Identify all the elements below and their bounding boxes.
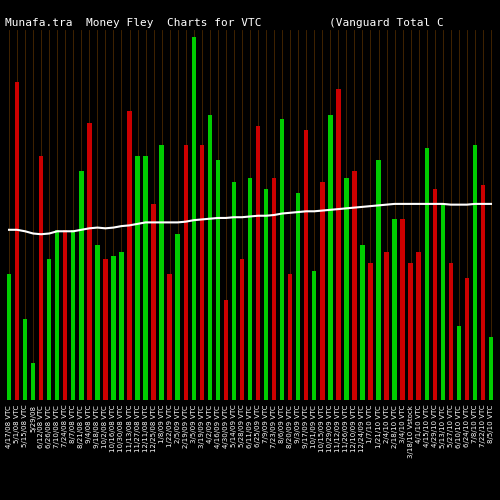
Text: Munafa.tra  Money Flеy  Charts for VTC          (Vanguard Total C: Munafa.tra Money Flеy Charts for VTC (Va… [5,18,444,28]
Bar [408,263,413,400]
Bar [416,252,421,400]
Bar [224,300,228,400]
Bar [304,130,308,400]
Bar [328,115,332,400]
Bar [288,274,292,400]
Bar [464,278,469,400]
Bar [128,112,132,400]
Bar [489,337,493,400]
Bar [344,178,348,400]
Bar [376,160,380,400]
Bar [200,144,204,400]
Bar [79,170,84,400]
Bar [392,218,397,400]
Bar [312,270,316,400]
Bar [71,230,76,400]
Bar [400,218,405,400]
Bar [432,189,437,400]
Bar [208,115,212,400]
Bar [7,274,11,400]
Bar [264,189,268,400]
Bar [456,326,461,400]
Bar [248,178,252,400]
Bar [368,263,372,400]
Bar [23,318,28,400]
Bar [232,182,236,400]
Bar [95,244,100,400]
Bar [296,193,300,400]
Bar [360,244,364,400]
Bar [336,89,340,400]
Bar [448,263,453,400]
Bar [168,274,172,400]
Bar [160,144,164,400]
Bar [280,119,284,400]
Bar [192,38,196,400]
Bar [352,170,356,400]
Bar [63,230,68,400]
Bar [31,363,36,400]
Bar [176,234,180,400]
Bar [320,182,324,400]
Bar [384,252,389,400]
Bar [216,160,220,400]
Bar [87,122,92,400]
Bar [144,156,148,400]
Bar [480,186,485,400]
Bar [256,126,260,400]
Bar [15,82,20,400]
Bar [440,204,445,400]
Bar [152,204,156,400]
Bar [184,144,188,400]
Bar [47,260,52,400]
Bar [39,156,44,400]
Bar [136,156,140,400]
Bar [120,252,124,400]
Bar [240,260,244,400]
Bar [472,144,477,400]
Bar [424,148,429,400]
Bar [111,256,116,400]
Bar [272,178,276,400]
Bar [55,230,60,400]
Bar [103,260,108,400]
